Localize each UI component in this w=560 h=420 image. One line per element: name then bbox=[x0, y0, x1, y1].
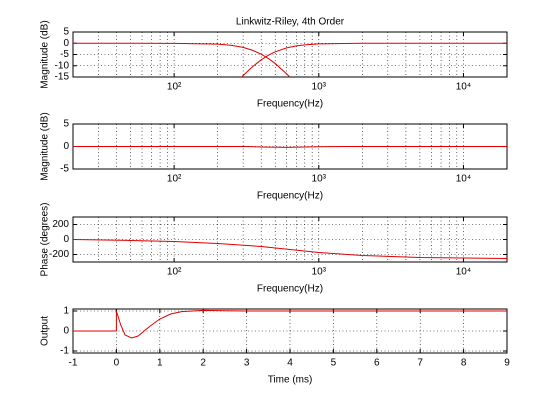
x-tick-label: 5 bbox=[331, 358, 337, 369]
series-line bbox=[73, 146, 507, 148]
x-tick-label: 1 bbox=[157, 358, 163, 369]
y-tick-label: 0 bbox=[63, 141, 69, 152]
x-tick-label: 8 bbox=[461, 358, 467, 369]
x-axis-label: Frequency(Hz) bbox=[257, 191, 323, 202]
x-axis-label: Frequency(Hz) bbox=[257, 99, 323, 110]
x-tick-label: 10⁴ bbox=[456, 174, 471, 185]
x-tick-label: 10⁴ bbox=[456, 267, 471, 278]
y-axis-label: Magnitude (dB) bbox=[40, 20, 51, 88]
x-tick-label: 10² bbox=[167, 174, 182, 185]
x-axis-label: Frequency(Hz) bbox=[257, 284, 323, 295]
y-tick-label: 1 bbox=[63, 306, 69, 317]
x-tick-label: 10³ bbox=[312, 267, 327, 278]
y-tick-label: -1 bbox=[60, 346, 69, 357]
y-axis-label: Magnitude (dB) bbox=[40, 112, 51, 180]
y-tick-label: 5 bbox=[63, 27, 69, 38]
x-tick-label: 10² bbox=[167, 267, 182, 278]
y-axis-label: Output bbox=[40, 316, 51, 346]
y-tick-label: -200 bbox=[49, 249, 69, 260]
series-line bbox=[241, 42, 507, 77]
x-axis-label: Time (ms) bbox=[268, 375, 313, 386]
series-line bbox=[73, 309, 507, 339]
y-tick-label: -5 bbox=[60, 164, 69, 175]
y-tick-label: 0 bbox=[63, 234, 69, 245]
chart-title: Linkwitz-Riley, 4th Order bbox=[236, 17, 345, 28]
y-axis-label: Phase (degrees) bbox=[40, 203, 51, 277]
series-line bbox=[73, 239, 507, 259]
x-tick-label: 0 bbox=[114, 358, 120, 369]
x-tick-label: 10² bbox=[167, 82, 182, 93]
y-tick-label: 5 bbox=[63, 119, 69, 130]
subplot: 10² 10³ 10⁴ -15-10-505 Linkwitz-Riley, 4th O… bbox=[40, 17, 508, 110]
x-tick-label: 10³ bbox=[312, 174, 327, 185]
x-tick-label: 6 bbox=[374, 358, 380, 369]
x-tick-label: 2 bbox=[200, 358, 206, 369]
subplot: -1 0 1 2 3 4 5 6 7 8 9 -1 0 1 Time (ms) Output bbox=[40, 306, 511, 386]
subplot: 10² 10³ 10⁴ -200 0 200 Frequency(Hz) Phase (deg… bbox=[40, 203, 508, 295]
y-tick-label: -5 bbox=[60, 49, 69, 60]
y-tick-label: 0 bbox=[63, 38, 69, 49]
series-line bbox=[73, 42, 291, 77]
y-tick-label: 200 bbox=[52, 219, 69, 230]
x-tick-label: 10³ bbox=[312, 82, 327, 93]
x-tick-label: 3 bbox=[244, 358, 250, 369]
x-tick-label: 10⁴ bbox=[456, 82, 471, 93]
x-tick-label: 7 bbox=[417, 358, 423, 369]
y-tick-label: -15 bbox=[55, 72, 70, 83]
x-tick-label: 4 bbox=[287, 358, 293, 369]
x-tick-label: 9 bbox=[504, 358, 510, 369]
subplot: 10² 10³ 10⁴ -5 0 5 Frequency(Hz) Magnitude (dB) bbox=[40, 112, 508, 202]
y-tick-label: -10 bbox=[55, 60, 70, 71]
x-tick-label: -1 bbox=[69, 358, 78, 369]
y-tick-label: 0 bbox=[63, 326, 69, 337]
